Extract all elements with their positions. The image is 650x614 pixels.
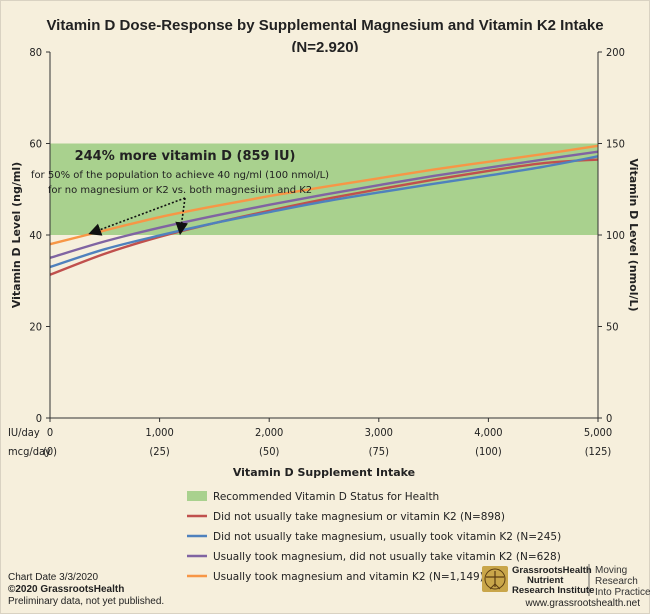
- series-line-1: [49, 158, 599, 276]
- x-tick-label-mcg: (100): [475, 445, 502, 458]
- x-tick-label-iu: 3,000: [365, 426, 393, 439]
- x-tick-label-iu: 1,000: [145, 426, 173, 439]
- logo-line3: Research Institute: [512, 585, 594, 596]
- y-axis-left-title: Vitamin D Level (ng/ml): [10, 162, 23, 308]
- y-axis-left: 0 20 40 60 80: [29, 46, 50, 425]
- annotation-line2: for no magnesium or K2 vs. both magnesiu…: [48, 185, 312, 196]
- x-tick-label-mcg: (125): [585, 445, 612, 458]
- x-row1-label: IU/day: [8, 426, 40, 439]
- x-tick-label-mcg: (75): [369, 445, 389, 458]
- y-right-tick-label: 100: [606, 229, 625, 242]
- arrow-right: [175, 197, 189, 236]
- legend-label-1: Did not usually take magnesium or vitami…: [213, 511, 505, 523]
- logo-line2: Nutrient: [527, 575, 564, 586]
- y-right-tick-label: 50: [606, 321, 619, 334]
- y-left-tick-label: 0: [36, 412, 42, 425]
- y-left-tick-label: 80: [29, 46, 42, 59]
- tagline2: Research: [595, 576, 638, 587]
- y-right-tick-label: 0: [606, 412, 612, 425]
- x-axis-title: Vitamin D Supplement Intake: [233, 466, 415, 479]
- legend-label-3: Usually took magnesium, did not usually …: [213, 551, 561, 563]
- annotation-arrows: [88, 197, 189, 236]
- y-left-tick-label: 40: [29, 229, 42, 242]
- y-left-tick-label: 60: [29, 138, 42, 151]
- series-lines: [49, 144, 599, 276]
- x-tick-label-iu: 5,000: [584, 426, 612, 439]
- website: www.grassrootshealth.net: [524, 598, 640, 609]
- x-row2-label: mcg/day: [8, 445, 51, 458]
- series-line-3: [49, 150, 599, 260]
- legend-label-2: Did not usually take magnesium, usually …: [213, 531, 561, 543]
- y-right-tick-label: 200: [606, 46, 625, 59]
- chart-title: Vitamin D Dose-Response by Supplemental …: [46, 17, 603, 34]
- x-tick-label-mcg: (25): [149, 445, 169, 458]
- x-tick-label-iu: 2,000: [255, 426, 283, 439]
- series-line-4: [49, 144, 599, 246]
- legend-label-4: Usually took magnesium and vitamin K2 (N…: [213, 571, 484, 583]
- y-axis-right-title: Vitamin D Level (nmol/L): [627, 158, 640, 311]
- x-tick-label-mcg: (0): [43, 445, 57, 458]
- copyright: ©2020 GrassrootsHealth: [8, 584, 124, 595]
- x-tick-label-mcg: (50): [259, 445, 279, 458]
- logo-line1: GrassrootsHealth: [512, 565, 592, 576]
- arrow-left: [88, 197, 186, 236]
- x-tick-label-iu: 4,000: [474, 426, 502, 439]
- legend: Recommended Vitamin D Status for Health D…: [187, 491, 561, 583]
- vitruvian-logo-icon: [482, 566, 508, 592]
- y-right-tick-label: 150: [606, 138, 625, 151]
- y-axis-right: 0 50 100 150 200: [598, 46, 625, 425]
- legend-swatch-band: [187, 491, 207, 501]
- tagline1: Moving: [595, 565, 627, 576]
- tagline3: Into Practice: [595, 587, 650, 598]
- chart-date: Chart Date 3/3/2020: [8, 572, 98, 583]
- annotation-line1: for 50% of the population to achieve 40 …: [31, 170, 329, 181]
- chart-subtitle: (N=2,920): [291, 39, 358, 56]
- series-line-2: [49, 155, 599, 269]
- x-axis: 0 (0) 1,000 (25) 2,000 (50) 3,000 (75) 4,000 (100…: [43, 418, 612, 458]
- annotation-headline: 244% more vitamin D (859 IU): [75, 149, 296, 164]
- y-left-tick-label: 20: [29, 321, 42, 334]
- preliminary-note: Preliminary data, not yet published.: [8, 596, 164, 607]
- x-tick-label-iu: 0: [47, 426, 53, 439]
- legend-label-band: Recommended Vitamin D Status for Health: [213, 491, 439, 503]
